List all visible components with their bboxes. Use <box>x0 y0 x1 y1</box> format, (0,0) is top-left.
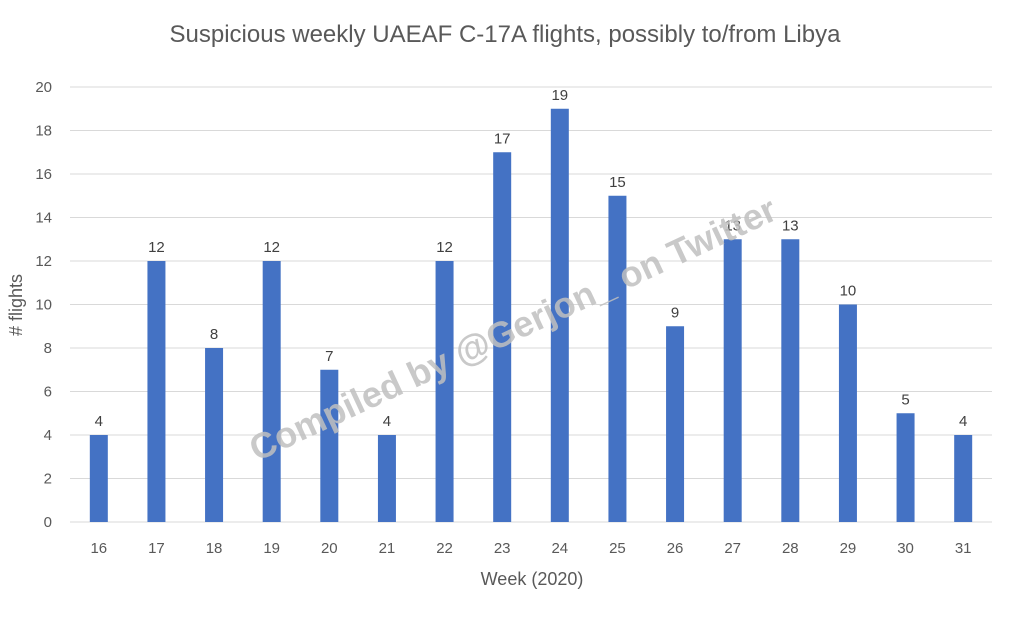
data-label-week-24: 19 <box>551 87 568 104</box>
y-tick-label: 8 <box>44 340 52 357</box>
y-tick-label: 4 <box>44 427 52 444</box>
x-tick-label: 20 <box>321 540 338 557</box>
x-tick-label: 18 <box>206 540 223 557</box>
bar-week-30 <box>896 413 915 522</box>
chart-title: Suspicious weekly UAEAF C-17A flights, p… <box>170 21 842 48</box>
x-tick-label: 31 <box>955 540 972 557</box>
bar-week-31 <box>954 435 973 522</box>
x-tick-label: 30 <box>897 540 914 557</box>
bar-week-25 <box>608 195 627 522</box>
x-tick-label: 19 <box>263 540 280 557</box>
data-label-week-18: 8 <box>210 326 218 343</box>
bar-week-24 <box>550 108 569 522</box>
data-labels: 4 12 8 12 7 4 12 17 19 15 9 13 13 10 5 4 <box>95 87 968 430</box>
data-label-week-23: 17 <box>494 130 511 147</box>
bar-week-26 <box>666 326 685 522</box>
y-tick-label: 10 <box>35 297 52 314</box>
bar-week-18 <box>205 348 224 522</box>
data-label-week-31: 4 <box>959 413 967 430</box>
gridlines <box>70 86 992 523</box>
x-tick-label: 21 <box>379 540 396 557</box>
x-tick-label: 16 <box>90 540 107 557</box>
x-tick-label: 24 <box>551 540 568 557</box>
data-label-week-17: 12 <box>148 239 165 256</box>
bars <box>89 108 973 522</box>
y-tick-label: 0 <box>44 514 52 531</box>
bar-week-23 <box>493 152 512 522</box>
x-tick-label: 25 <box>609 540 626 557</box>
x-tick-label: 23 <box>494 540 511 557</box>
bar-week-21 <box>377 435 396 522</box>
y-axis-tick-labels: 0 2 4 6 8 10 12 14 16 18 20 <box>35 79 52 531</box>
x-tick-label: 29 <box>840 540 857 557</box>
y-tick-label: 14 <box>35 210 52 227</box>
y-tick-label: 2 <box>44 471 52 488</box>
y-tick-label: 16 <box>35 166 52 183</box>
watermark-text: Compiled by @Gerjon_ on Twitter <box>243 188 783 469</box>
x-tick-label: 17 <box>148 540 165 557</box>
y-tick-label: 12 <box>35 253 52 270</box>
bar-week-29 <box>838 304 857 522</box>
data-label-week-22: 12 <box>436 239 453 256</box>
data-label-week-30: 5 <box>901 391 909 408</box>
y-tick-label: 20 <box>35 79 52 96</box>
data-label-week-25: 15 <box>609 174 626 191</box>
data-label-week-20: 7 <box>325 348 333 365</box>
data-label-week-29: 10 <box>840 283 857 300</box>
x-axis-title: Week (2020) <box>481 569 584 589</box>
bar-week-19 <box>262 261 281 522</box>
data-label-week-16: 4 <box>95 413 103 430</box>
x-axis-tick-labels: 16 17 18 19 20 21 22 23 24 25 26 27 28 29 30 31 <box>90 540 971 557</box>
y-tick-label: 18 <box>35 123 52 140</box>
y-axis-title: # flights <box>6 274 26 336</box>
x-tick-label: 26 <box>667 540 684 557</box>
bar-week-16 <box>89 435 108 522</box>
data-label-week-21: 4 <box>383 413 391 430</box>
bar-week-22 <box>435 261 454 522</box>
data-label-week-27: 13 <box>724 217 741 234</box>
data-label-week-19: 12 <box>263 239 280 256</box>
bar-week-20 <box>320 369 339 522</box>
bar-week-28 <box>781 239 800 522</box>
data-label-week-26: 9 <box>671 304 679 321</box>
bar-week-27 <box>723 239 742 522</box>
bar-week-17 <box>147 261 166 522</box>
x-tick-label: 28 <box>782 540 799 557</box>
x-tick-label: 22 <box>436 540 453 557</box>
y-tick-label: 6 <box>44 384 52 401</box>
x-tick-label: 27 <box>724 540 741 557</box>
data-label-week-28: 13 <box>782 217 799 234</box>
